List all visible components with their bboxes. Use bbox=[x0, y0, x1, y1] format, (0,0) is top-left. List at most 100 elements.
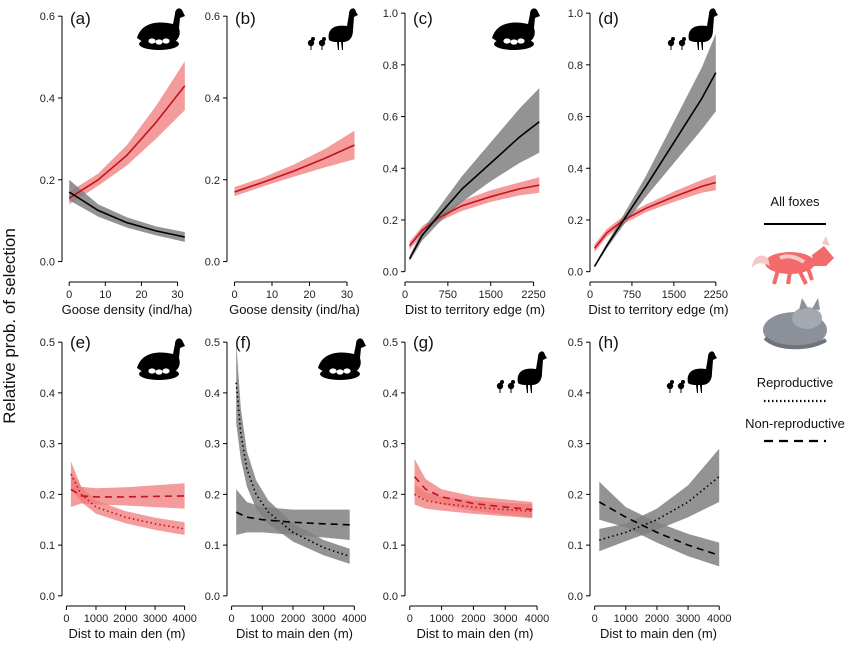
confidence-band bbox=[409, 88, 540, 262]
x-axis-label: Goose density (ind/ha) bbox=[229, 302, 360, 317]
y-tick-label: 0.8 bbox=[568, 60, 583, 72]
panel-letter: (f) bbox=[235, 333, 251, 352]
y-tick-label: 0.1 bbox=[205, 540, 220, 552]
x-tick-label: 0 bbox=[66, 289, 72, 301]
y-tick-label: 0.1 bbox=[40, 540, 55, 552]
y-tick-label: 0.2 bbox=[205, 175, 220, 187]
panel-letter: (h) bbox=[598, 333, 619, 352]
y-tick-label: 0.1 bbox=[383, 540, 398, 552]
x-tick-label: 2000 bbox=[113, 613, 137, 625]
x-tick-label: 0 bbox=[407, 613, 413, 625]
x-tick-label: 0 bbox=[592, 613, 598, 625]
y-tick-label: 0.4 bbox=[205, 93, 220, 105]
y-tick-label: 0.0 bbox=[40, 591, 55, 603]
x-axis-label: Goose density (ind/ha) bbox=[62, 302, 193, 317]
legend-reproductive: Reproductive bbox=[757, 375, 834, 390]
y-tick-label: 0.4 bbox=[383, 163, 398, 175]
series-line-solid bbox=[593, 181, 717, 249]
legend-all-foxes: All foxes bbox=[770, 194, 820, 209]
y-tick-label: 0.6 bbox=[568, 112, 583, 124]
x-tick-label: 30 bbox=[171, 289, 183, 301]
y-tick-label: 0.5 bbox=[205, 337, 220, 349]
x-tick-label: 3000 bbox=[311, 613, 335, 625]
series-line-dashed bbox=[598, 501, 720, 557]
series-line-dashed bbox=[235, 511, 350, 526]
x-tick-label: 750 bbox=[439, 289, 457, 301]
y-tick-label: 0.0 bbox=[568, 267, 583, 279]
y-tick-label: 0.0 bbox=[205, 257, 220, 269]
x-tick-label: 20 bbox=[135, 289, 147, 301]
confidence-band bbox=[69, 179, 185, 242]
goose-on-nest-icon bbox=[137, 8, 185, 50]
y-tick-label: 1.0 bbox=[568, 8, 583, 20]
goose-on-nest-icon bbox=[492, 8, 540, 50]
confidence-band bbox=[594, 174, 716, 253]
confidence-band bbox=[594, 33, 716, 268]
y-tick-label: 0.6 bbox=[383, 112, 398, 124]
y-tick-label: 0.5 bbox=[383, 337, 398, 349]
confidence-band bbox=[236, 342, 350, 564]
x-tick-label: 30 bbox=[341, 289, 353, 301]
y-tick-label: 0.2 bbox=[568, 489, 583, 501]
confidence-band bbox=[70, 471, 185, 509]
x-tick-label: 1000 bbox=[250, 613, 274, 625]
series-line-solid bbox=[234, 144, 355, 193]
panel-letter: (a) bbox=[70, 9, 91, 28]
y-tick-label: 0.0 bbox=[40, 257, 55, 269]
y-tick-label: 1.0 bbox=[383, 8, 398, 20]
x-tick-label: 1000 bbox=[614, 613, 638, 625]
y-tick-label: 0.4 bbox=[568, 163, 583, 175]
x-tick-label: 20 bbox=[303, 289, 315, 301]
panel-f: 0.0 0.1 0.2 0.3 0.4 0.5 0 1000 2000 3000 4000Dist … bbox=[205, 333, 367, 641]
x-axis-label: Dist to main den (m) bbox=[416, 626, 533, 641]
x-tick-label: 3000 bbox=[676, 613, 700, 625]
y-tick-label: 0.4 bbox=[568, 388, 583, 400]
panel-letter: (d) bbox=[598, 9, 619, 28]
x-tick-label: 1500 bbox=[662, 289, 686, 301]
x-tick-label: 10 bbox=[99, 289, 111, 301]
y-tick-label: 0.2 bbox=[205, 489, 220, 501]
y-axis-label: Relative prob. of selection bbox=[0, 228, 19, 424]
y-tick-label: 0.2 bbox=[40, 489, 55, 501]
y-tick-label: 0.0 bbox=[383, 267, 398, 279]
y-tick-label: 0.5 bbox=[40, 337, 55, 349]
confidence-band bbox=[234, 130, 355, 197]
goose-with-goslings-icon bbox=[667, 7, 719, 51]
x-tick-label: 0 bbox=[63, 613, 69, 625]
panel-letter: (c) bbox=[413, 9, 433, 28]
x-axis-label: Dist to main den (m) bbox=[600, 626, 717, 641]
y-tick-label: 0.6 bbox=[40, 11, 55, 23]
x-tick-label: 1000 bbox=[84, 613, 108, 625]
x-tick-label: 2000 bbox=[645, 613, 669, 625]
x-tick-label: 10 bbox=[266, 289, 278, 301]
x-tick-label: 2000 bbox=[461, 613, 485, 625]
series-line-dashed bbox=[70, 488, 185, 498]
goose-on-nest-icon bbox=[137, 338, 185, 380]
y-tick-label: 0.1 bbox=[568, 540, 583, 552]
series-line-dotted bbox=[599, 475, 720, 541]
y-tick-label: 0.2 bbox=[383, 489, 398, 501]
panel-letter: (g) bbox=[413, 333, 434, 352]
x-tick-label: 4000 bbox=[525, 613, 549, 625]
y-tick-label: 0.0 bbox=[383, 591, 398, 603]
panel-g: 0.0 0.1 0.2 0.3 0.4 0.5 0 1000 2000 3000 4000Dist … bbox=[383, 333, 550, 641]
y-tick-label: 0.0 bbox=[205, 591, 220, 603]
y-tick-label: 0.2 bbox=[383, 215, 398, 227]
x-tick-label: 4000 bbox=[707, 613, 731, 625]
legend: All foxes Reproductive Non-reproductive bbox=[745, 194, 845, 443]
y-tick-label: 0.3 bbox=[40, 439, 55, 451]
panel-letter: (e) bbox=[70, 333, 91, 352]
y-tick-label: 0.8 bbox=[383, 60, 398, 72]
y-tick-label: 0.0 bbox=[568, 591, 583, 603]
x-tick-label: 0 bbox=[587, 289, 593, 301]
panel-letter: (b) bbox=[235, 9, 256, 28]
panel-h: 0.0 0.1 0.2 0.3 0.4 0.5 0 1000 2000 3000 4000Dist … bbox=[568, 333, 732, 641]
x-tick-label: 3000 bbox=[493, 613, 517, 625]
y-tick-label: 0.3 bbox=[568, 439, 583, 451]
y-tick-label: 0.3 bbox=[205, 439, 220, 451]
series-line-solid bbox=[408, 121, 540, 260]
